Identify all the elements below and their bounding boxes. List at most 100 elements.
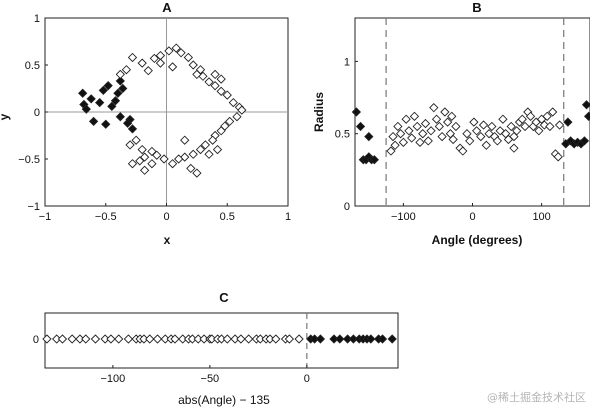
panel-c-filled-point: [387, 334, 397, 344]
panel-b-open-point: [418, 129, 428, 139]
panel-a-open-point: [180, 135, 190, 145]
panel-c-open-point: [42, 334, 52, 344]
panel-b-open-point: [412, 121, 422, 132]
panel-b-points: [351, 100, 590, 165]
panel-b-filled-point: [583, 111, 590, 121]
panel-a-open-point: [171, 43, 181, 53]
panel-b-open-point: [517, 114, 527, 124]
panel-b-open-point: [498, 114, 508, 124]
panel-b-open-point: [542, 111, 552, 121]
panel-b-open-point: [448, 134, 458, 145]
panel-b-open-point: [465, 136, 475, 146]
panel-b-open-point: [478, 120, 489, 130]
panel-b-dashed-lines: [385, 18, 565, 206]
panel-a-open-point: [216, 126, 226, 136]
panel-c-open-point: [244, 334, 254, 344]
panel-b-filled-point: [369, 155, 379, 165]
panel-c-open-point: [222, 334, 232, 344]
panel-a-filled-point: [95, 97, 105, 108]
panel-a-open-point: [125, 140, 135, 150]
panel-c-y-tick-label: 0: [33, 334, 39, 346]
panel-b-open-point: [404, 126, 414, 136]
panel-c-x-tick-label: −50: [201, 373, 220, 385]
panel-a-filled-point: [115, 76, 125, 86]
panel-b-filled-point: [364, 131, 374, 142]
panel-b-open-point: [487, 121, 497, 132]
panel-b-filled-point: [563, 117, 573, 127]
panel-b-open-point: [462, 129, 472, 139]
panel-c-ticks: −100 −50 0 0: [33, 334, 310, 385]
panel-b-open-point: [388, 131, 398, 142]
panel-c-filled-point: [366, 334, 376, 344]
panel-b-title: B: [472, 0, 481, 15]
panel-a-open-point: [121, 65, 132, 75]
panel-b-x-tick-label: 100: [532, 211, 550, 223]
panel-c-points: [42, 334, 397, 344]
panel-a-filled-point: [88, 116, 99, 127]
panel-a-open-point: [188, 149, 198, 159]
panel-c-open-point: [294, 334, 304, 344]
panel-b-open-point: [442, 117, 453, 127]
panel-a-filled-point: [98, 85, 108, 96]
panel-b-x-tick-label: −100: [391, 211, 416, 223]
panel-a-open-point: [167, 159, 178, 169]
panel-a-open-point: [210, 81, 220, 91]
panel-a-open-point: [192, 69, 202, 80]
panel-b-xlabel: Angle (degrees): [432, 233, 523, 247]
panel-a-open-point: [200, 140, 211, 150]
panel-a-open-point: [143, 66, 153, 76]
panel-b-open-point: [420, 118, 431, 129]
panel-b-filled-point: [355, 121, 366, 132]
panel-a-filled-point: [86, 94, 96, 104]
panel-b-open-point: [395, 129, 406, 139]
panel-a-open-point: [174, 154, 184, 164]
panel-b-open-point: [437, 131, 447, 142]
panel-b-open-point: [554, 120, 565, 130]
panel-a-x-tick-label: 0.5: [220, 211, 235, 223]
panel-a-x-tick-label: −0.5: [95, 211, 117, 223]
panel-c: C −100 −50 0 0 abs(Angle) − 135: [33, 290, 399, 407]
panel-b-open-point: [469, 117, 479, 127]
panel-b-open-point: [512, 126, 522, 136]
panel-b-open-point: [415, 137, 425, 148]
panel-b-open-point: [458, 146, 468, 156]
panel-c-xlabel: abs(Angle) − 135: [178, 393, 270, 407]
panel-b-open-point: [407, 133, 417, 143]
panel-a-open-point: [237, 105, 247, 115]
panel-b-ylabel: Radius: [312, 92, 326, 132]
panel-b-open-point: [553, 152, 563, 162]
panel-a-filled-point: [115, 112, 125, 122]
panel-a-open-point: [192, 168, 202, 178]
panel-a-open-point: [232, 112, 242, 122]
panel-c-filled-point: [335, 334, 345, 344]
panel-a-open-point: [212, 144, 223, 155]
panel-a-y-tick-label: −0.5: [18, 154, 40, 166]
panel-c-open-point: [271, 334, 281, 344]
panel-c-open-point: [284, 334, 295, 344]
panel-b-open-point: [447, 111, 457, 121]
panel-a-open-point: [155, 58, 166, 68]
panel-b-open-point: [520, 121, 530, 132]
panel-a-open-point: [147, 146, 157, 157]
panel-c-open-point: [90, 334, 101, 344]
panel-a-filled-point: [103, 81, 113, 91]
panel-c-x-tick-label: 0: [304, 373, 310, 385]
panel-a-open-point: [127, 159, 138, 169]
panel-a-filled-point: [81, 104, 91, 114]
panel-a-open-point: [115, 69, 125, 80]
panel-a-x-tick-label: 0: [163, 211, 169, 223]
panel-a-xlabel: x: [164, 233, 171, 247]
watermark-text: @稀土掘金技术社区: [487, 390, 586, 404]
panel-a-open-point: [131, 135, 141, 145]
panel-b-open-point: [434, 121, 444, 132]
panel-b-open-point: [390, 140, 400, 150]
panel-b-open-point: [451, 121, 461, 132]
panel-a-open-point: [149, 53, 159, 64]
panel-c-filled-point: [315, 334, 326, 344]
panel-b-open-point: [545, 121, 555, 132]
panel-a-filled-point: [122, 118, 133, 128]
panel-c-open-point: [67, 334, 77, 344]
panel-a-open-point: [188, 60, 198, 70]
panel-a-open-point: [208, 135, 218, 145]
